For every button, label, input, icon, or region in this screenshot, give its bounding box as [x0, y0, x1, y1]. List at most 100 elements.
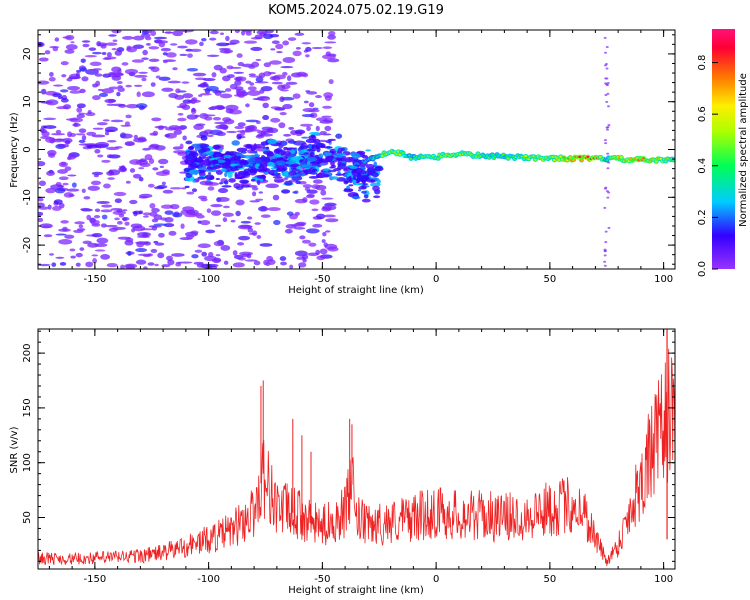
noise-blob [78, 139, 86, 144]
cluster-blob [204, 174, 215, 180]
cluster-blob [202, 170, 206, 173]
noise-blob [227, 74, 235, 79]
noise-blob [282, 57, 296, 63]
noise-blob [45, 99, 59, 106]
noise-blob [162, 60, 168, 64]
noise-blob [154, 263, 159, 267]
cluster-blob [236, 133, 242, 140]
ridge-point [476, 152, 480, 155]
cluster-blob [218, 148, 223, 153]
noise-blob [301, 73, 309, 78]
noise-blob [138, 176, 144, 182]
x-tick-label: 0 [433, 574, 439, 585]
noise-blob [244, 259, 258, 262]
cluster-blob [205, 150, 214, 156]
noise-blob [206, 208, 212, 214]
noise-blob [118, 166, 128, 173]
noise-blob [312, 223, 323, 228]
streak-blob [604, 230, 608, 233]
noise-blob [173, 126, 186, 131]
noise-blob [75, 133, 86, 136]
cluster-blob [343, 156, 355, 163]
noise-blob [319, 248, 328, 255]
noise-blob [324, 41, 337, 44]
noise-blob [120, 133, 133, 139]
cluster-blob [285, 161, 296, 165]
noise-blob [129, 199, 138, 205]
noise-blob [113, 191, 127, 197]
cluster-blob [352, 179, 357, 184]
noise-blob [217, 187, 229, 194]
cluster-blob [213, 164, 222, 169]
noise-blob [254, 34, 264, 40]
noise-blob [232, 262, 245, 268]
cluster-blob [273, 148, 281, 155]
cluster-blob [361, 190, 368, 194]
y-tick-label: 0 [22, 146, 33, 152]
noise-blob [96, 237, 109, 244]
noise-blob [91, 134, 106, 138]
noise-blob [206, 134, 214, 138]
noise-blob [56, 106, 69, 110]
noise-blob [125, 114, 132, 119]
noise-blob [68, 193, 75, 197]
cluster-blob [309, 151, 315, 157]
noise-blob [131, 228, 136, 233]
colorbar-label: Normalized spectral amplitude [738, 73, 749, 227]
noise-blob [255, 134, 265, 139]
noise-blob [142, 49, 148, 56]
streak-blob [603, 206, 607, 209]
noise-blob [142, 30, 152, 34]
noise-blob [245, 80, 252, 84]
noise-blob [38, 161, 46, 167]
noise-blob [170, 43, 178, 46]
noise-blob [114, 50, 123, 56]
noise-blob [158, 41, 166, 48]
cluster-blob [358, 185, 367, 190]
noise-blob [262, 102, 269, 109]
noise-blob [80, 207, 91, 211]
noise-blob [94, 149, 101, 154]
cluster-blob [250, 178, 256, 182]
streak-blob [606, 167, 610, 170]
noise-blob [117, 87, 125, 93]
noise-blob [219, 32, 225, 35]
cluster-blob [252, 168, 262, 171]
noise-blob [245, 103, 250, 108]
noise-blob [40, 88, 47, 95]
noise-blob [262, 33, 274, 40]
noise-blob [164, 127, 177, 131]
noise-blob [204, 255, 217, 262]
noise-blob [200, 92, 212, 96]
noise-blob [165, 52, 177, 58]
noise-blob [55, 129, 62, 134]
noise-blob [294, 190, 299, 194]
noise-blob [114, 146, 123, 149]
cluster-blob [351, 196, 361, 200]
noise-blob [125, 104, 139, 109]
noise-blob [137, 71, 149, 74]
noise-blob [146, 43, 151, 46]
spectrogram-heatmap [38, 30, 675, 269]
noise-blob [126, 46, 138, 53]
noise-blob [74, 221, 85, 225]
noise-blob [236, 53, 243, 58]
cluster-blob [348, 184, 354, 187]
noise-blob [174, 94, 185, 100]
cluster-blob [223, 180, 229, 185]
cluster-blob [184, 185, 190, 189]
noise-blob [280, 261, 287, 266]
noise-blob [67, 86, 80, 91]
noise-blob [59, 262, 67, 266]
cluster-blob [234, 176, 243, 180]
streak-blob [606, 196, 610, 199]
noise-blob [151, 117, 162, 122]
streak-blob [605, 46, 609, 49]
noise-blob [131, 59, 145, 63]
noise-blob [169, 203, 180, 210]
y-tick-label: 100 [22, 453, 33, 472]
noise-blob [62, 226, 68, 232]
noise-blob [52, 205, 62, 211]
noise-blob [321, 197, 334, 200]
noise-blob [111, 30, 122, 34]
